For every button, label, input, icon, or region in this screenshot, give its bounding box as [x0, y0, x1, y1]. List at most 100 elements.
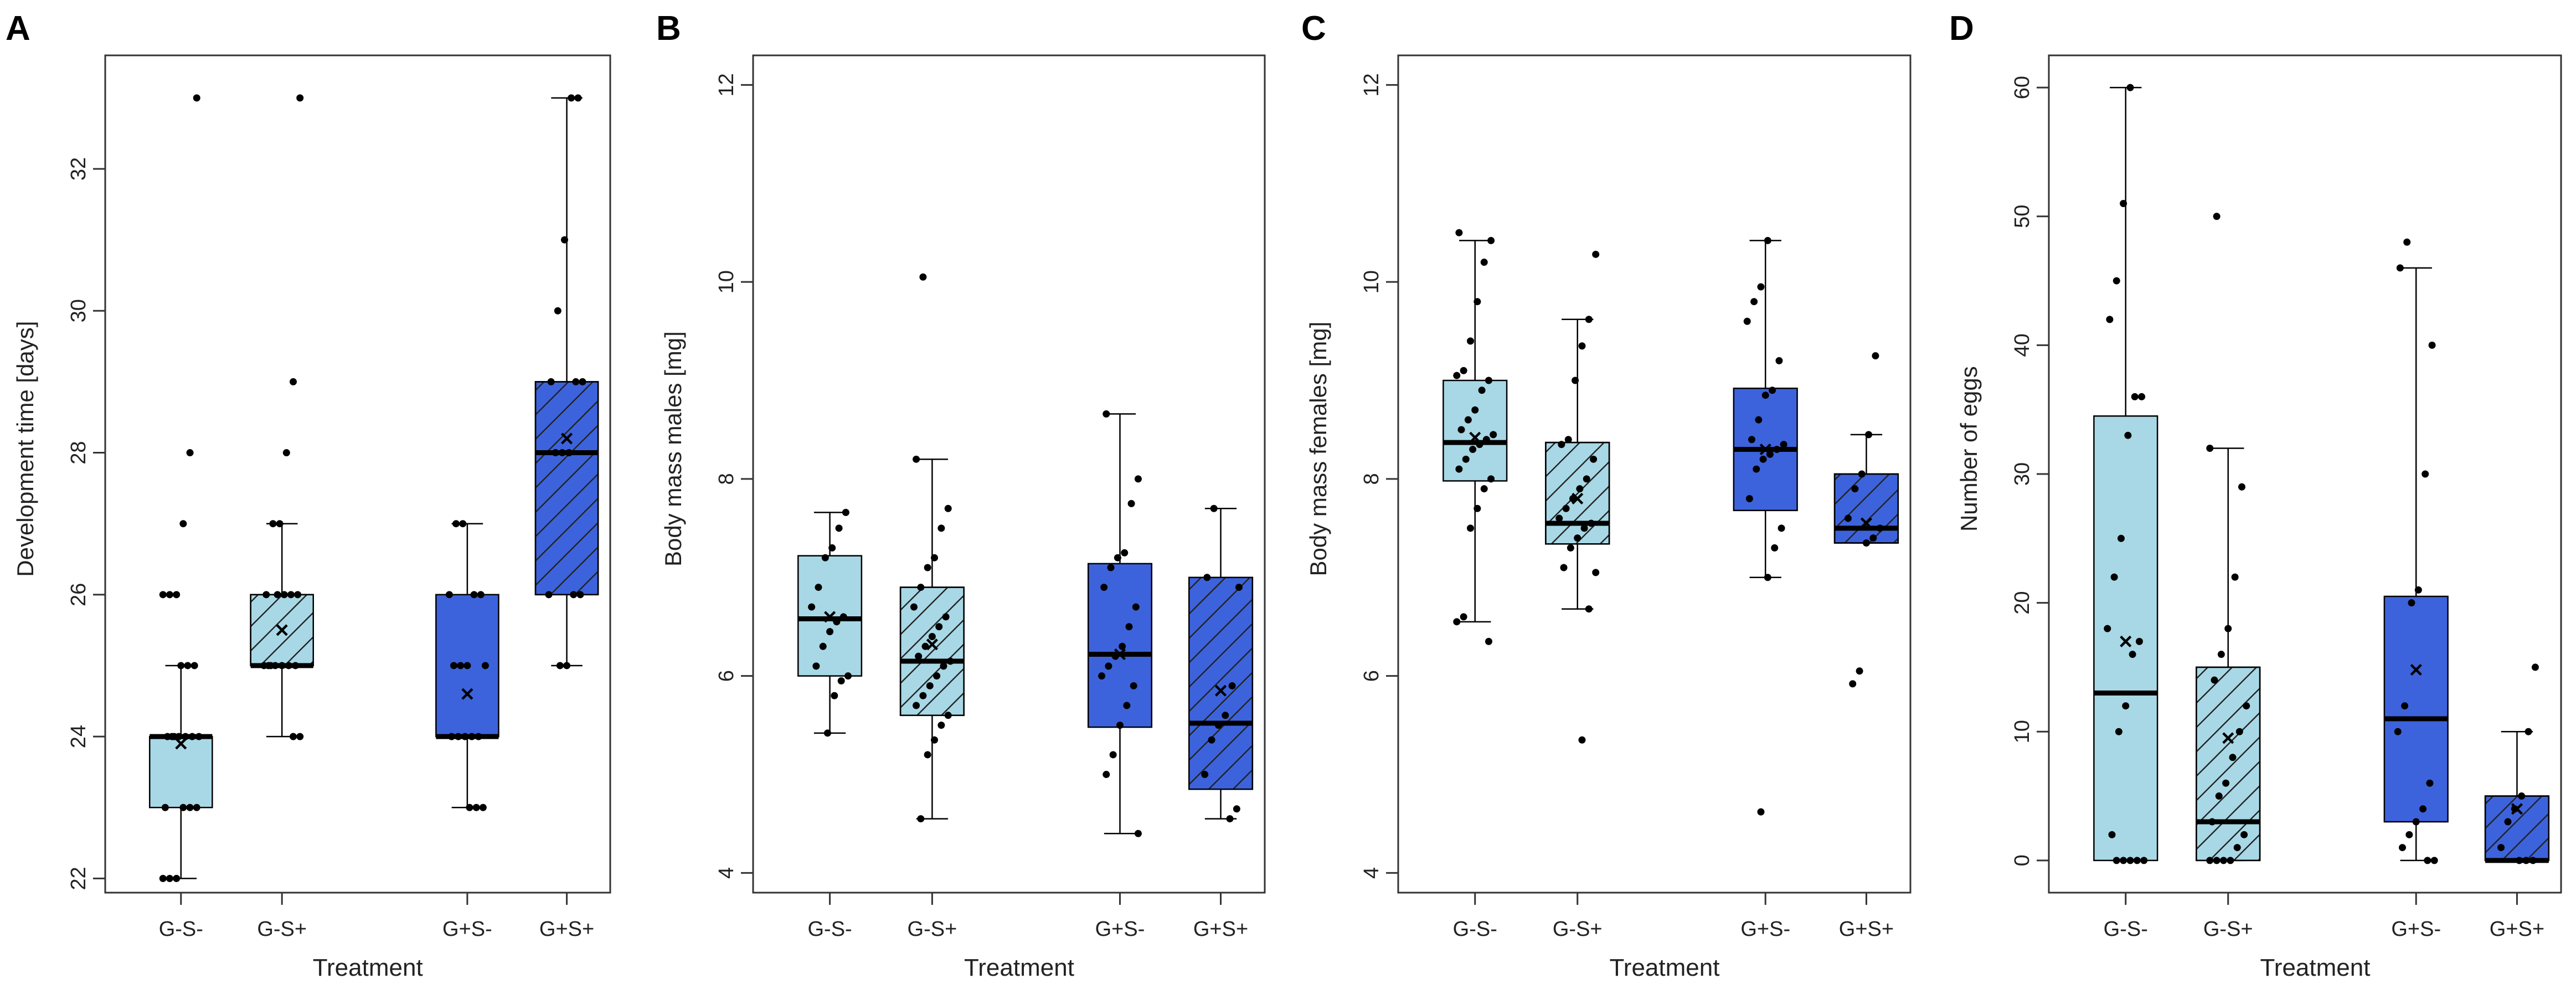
data-point — [1872, 352, 1879, 360]
data-point — [177, 662, 185, 669]
data-point — [2227, 857, 2234, 864]
data-point — [159, 591, 167, 599]
data-point — [2140, 857, 2148, 864]
data-point — [470, 591, 478, 599]
data-point — [1480, 259, 1488, 266]
data-point — [282, 449, 290, 457]
data-point — [839, 613, 847, 621]
data-point — [924, 751, 931, 759]
y-tick-label: 30 — [2011, 462, 2034, 486]
data-point — [463, 662, 471, 669]
data-point — [547, 378, 555, 385]
data-point — [450, 662, 458, 669]
data-point — [466, 803, 473, 811]
data-point — [1775, 357, 1783, 364]
box-group: G-S- — [2093, 84, 2158, 941]
data-point — [294, 591, 302, 599]
data-point — [457, 662, 465, 669]
data-point — [1869, 534, 1877, 542]
data-point — [1753, 465, 1760, 473]
data-point — [2220, 857, 2228, 864]
x-tick-label: G+S- — [1740, 918, 1790, 941]
mean-marker — [461, 688, 473, 700]
data-point — [2126, 84, 2134, 91]
data-point — [161, 803, 169, 811]
data-point — [163, 733, 171, 740]
data-point — [924, 564, 931, 571]
data-point — [928, 633, 936, 641]
data-point — [173, 874, 181, 882]
x-tick-label: G-S- — [1453, 918, 1497, 941]
data-point — [2213, 857, 2220, 864]
data-point — [2138, 393, 2146, 400]
data-point — [2396, 264, 2404, 272]
data-point — [2106, 316, 2114, 323]
data-point — [1745, 494, 1753, 502]
box-group: G-S- — [149, 94, 213, 941]
data-point — [1587, 519, 1595, 527]
box-hatch — [2484, 795, 2550, 862]
data-point — [461, 733, 469, 740]
data-point — [1462, 455, 1470, 463]
data-point — [2243, 702, 2250, 710]
data-point — [1592, 569, 1600, 576]
mean-marker — [2222, 732, 2234, 744]
data-point — [1555, 514, 1563, 522]
y-axis-title: Number of eggs — [1956, 366, 1982, 532]
data-point — [944, 504, 952, 512]
data-point — [1858, 470, 1866, 478]
x-tick-label: G+S- — [1095, 918, 1145, 941]
data-point — [935, 623, 943, 631]
data-point — [1487, 475, 1495, 483]
data-point — [1580, 524, 1588, 532]
mean-marker — [175, 738, 187, 750]
data-point — [565, 449, 573, 457]
data-point — [1755, 416, 1763, 424]
data-point — [937, 722, 945, 729]
data-point — [1226, 815, 1234, 823]
data-point — [1771, 544, 1779, 552]
data-point — [290, 733, 297, 740]
mean-marker — [2511, 803, 2523, 815]
data-point — [1233, 805, 1240, 813]
data-point — [1482, 436, 1490, 444]
data-point — [2405, 831, 2413, 838]
y-tick-label: 60 — [2011, 76, 2034, 99]
y-axis-title: Body mass males [mg] — [660, 331, 686, 566]
plot-frame — [104, 54, 611, 894]
data-point — [459, 520, 467, 528]
panel-D: D 0 10 20 30 40 50 60 Number of eggs Treatment G-S… — [1949, 9, 2562, 981]
data-point — [2133, 857, 2141, 864]
y-tick-label: 40 — [2011, 333, 2034, 357]
data-point — [808, 603, 816, 611]
box-body — [2383, 595, 2449, 823]
data-point — [926, 682, 934, 689]
plot-frame — [1397, 54, 1912, 894]
data-point — [2525, 728, 2532, 735]
data-point — [1764, 574, 1771, 581]
data-point — [477, 591, 485, 599]
data-point — [2401, 702, 2409, 710]
panel-label: C — [1301, 9, 1326, 48]
data-point — [186, 449, 194, 457]
data-point — [1485, 377, 1492, 384]
y-tick-label: 12 — [1360, 73, 1383, 96]
plot-frame — [752, 54, 1266, 894]
data-point — [2233, 844, 2241, 852]
data-point — [186, 803, 194, 811]
y-tick-label: 28 — [67, 441, 90, 464]
data-point — [833, 618, 841, 626]
data-point — [1567, 544, 1574, 552]
box-group: G+S- — [1087, 410, 1153, 941]
data-point — [919, 273, 927, 281]
data-point — [2422, 470, 2429, 478]
x-tick-label: G-S- — [2104, 918, 2148, 941]
data-point — [1467, 524, 1475, 532]
data-point — [184, 662, 192, 669]
data-point — [572, 378, 580, 385]
data-point — [1109, 751, 1117, 759]
data-point — [1222, 712, 1229, 719]
data-point — [1474, 298, 1481, 306]
data-point — [278, 662, 286, 669]
